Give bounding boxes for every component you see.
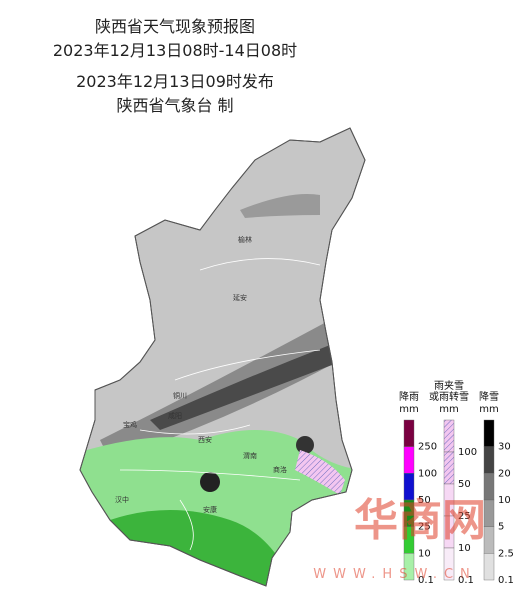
city-label: 商洛 xyxy=(273,465,287,474)
legend-title: 或雨转雪 xyxy=(429,390,469,403)
city-label: 宝鸡 xyxy=(123,420,137,429)
legend-title: 降雨 xyxy=(399,390,419,403)
legend-level: 10 xyxy=(418,548,431,559)
snow-heavy xyxy=(150,345,332,430)
city-label: 榆林 xyxy=(238,235,252,244)
watermark-url: WWW.HSW.CN xyxy=(313,567,477,582)
city-label: 铜川 xyxy=(173,391,187,400)
issued: 2023年12月13日09时发布 xyxy=(76,72,274,91)
legend-level: 0.1 xyxy=(418,575,434,586)
legend-swatch xyxy=(483,446,495,474)
snow-light xyxy=(240,194,320,218)
legend-swatch xyxy=(483,553,495,581)
legend-level: 50 xyxy=(418,495,431,506)
legend-title: 降雪 xyxy=(479,390,499,403)
legend-level: 25 xyxy=(458,511,471,522)
legend-level: 25 xyxy=(418,522,431,533)
snow-spot xyxy=(200,472,220,492)
legend-unit: mm xyxy=(479,404,498,415)
city-label: 西安 xyxy=(198,435,212,444)
legend-swatch xyxy=(403,419,415,447)
city-label: 渭南 xyxy=(243,451,257,460)
legend-level: 20 xyxy=(498,468,511,479)
agency: 陕西省气象台 制 xyxy=(116,96,233,115)
city-label: 安康 xyxy=(203,505,217,514)
legend-swatch xyxy=(443,547,455,581)
title: 陕西省天气现象预报图 xyxy=(95,17,255,36)
watermark: 华商网 WWW.HSW.CN xyxy=(313,495,486,582)
city-label: 汉中 xyxy=(115,495,129,504)
snow-spot xyxy=(296,436,314,454)
legend-swatch xyxy=(483,419,495,447)
city-label: 延安 xyxy=(233,293,247,302)
legend-level: 100 xyxy=(458,447,477,458)
legend-swatch xyxy=(443,419,455,453)
legend-level: 0.1 xyxy=(458,575,474,586)
province-border xyxy=(79,127,366,587)
legend-level: 2.5 xyxy=(498,548,514,559)
period: 2023年12月13日08时-14日08时 xyxy=(53,41,297,60)
legend-level: 10 xyxy=(498,495,511,506)
legend-level: 30 xyxy=(498,442,511,453)
legends: 降雨mm2501005025100.1雨夹雪或雨转雪mm1005025100.1… xyxy=(399,379,514,586)
legend-swatch xyxy=(403,553,415,581)
watermark-brand: 华商网 xyxy=(354,495,486,546)
legend-unit: mm xyxy=(439,404,458,415)
city-borders xyxy=(119,258,321,551)
legend-level: 250 xyxy=(418,442,437,453)
legend-level: 50 xyxy=(458,479,471,490)
legend-swatch xyxy=(443,451,455,485)
city-label: 咸阳 xyxy=(168,411,182,420)
legend-level: 10 xyxy=(458,543,471,554)
legend-swatch xyxy=(403,446,415,474)
header: 陕西省天气现象预报图 2023年12月13日08时-14日08时 2023年12… xyxy=(53,17,297,115)
legend-unit: mm xyxy=(399,404,418,415)
legend-level: 5 xyxy=(498,522,504,533)
legend-title: 雨夹雪 xyxy=(434,379,464,392)
legend-level: 100 xyxy=(418,468,437,479)
mixed-area xyxy=(295,450,345,495)
legend-level: 0.1 xyxy=(498,575,514,586)
map-area xyxy=(80,128,365,586)
